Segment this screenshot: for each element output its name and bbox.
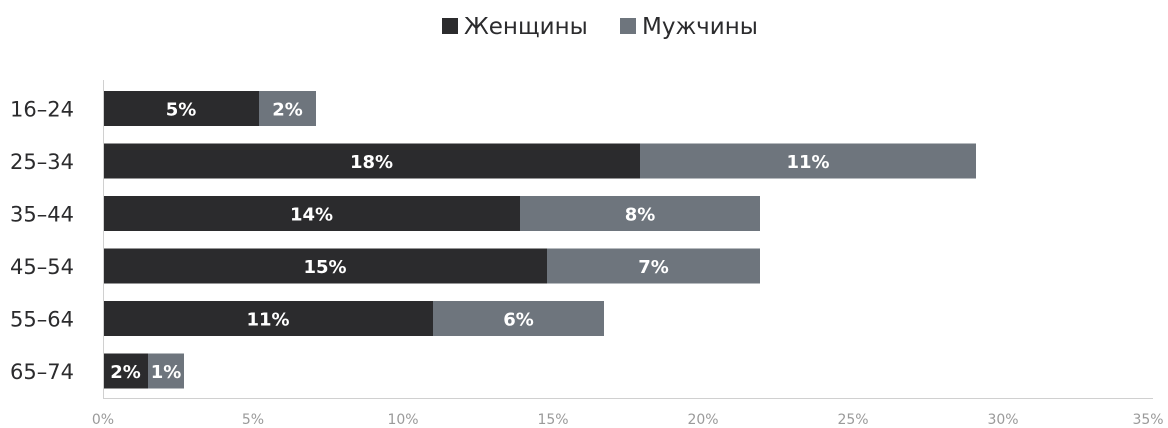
data-label: 5% xyxy=(166,100,197,121)
data-label: 6% xyxy=(503,310,534,331)
legend: Женщины Мужчины xyxy=(442,14,758,40)
data-label: 11% xyxy=(246,310,289,331)
category-label: 65–74 xyxy=(10,360,74,384)
axes: 0% 5% 10% 15% 20% 25% 30% 35% xyxy=(92,80,1164,428)
data-label: 7% xyxy=(638,257,669,278)
data-label: 1% xyxy=(151,362,182,383)
category-label: 45–54 xyxy=(10,255,74,279)
data-label: 2% xyxy=(272,100,303,121)
legend-label-2: Мужчины xyxy=(642,14,758,40)
category-label: 35–44 xyxy=(10,203,74,227)
bar-men-0 xyxy=(259,91,316,126)
x-tick-label: 35% xyxy=(1132,412,1163,428)
x-tick-label: 10% xyxy=(387,412,418,428)
data-label: 14% xyxy=(290,205,333,226)
legend-label-1: Женщины xyxy=(464,14,588,40)
data-label: 8% xyxy=(625,205,656,226)
x-tick-label: 15% xyxy=(537,412,568,428)
x-tick-label: 20% xyxy=(687,412,718,428)
bar-women-4 xyxy=(103,301,433,336)
x-tick-label: 5% xyxy=(242,412,264,428)
data-label: 18% xyxy=(350,152,393,173)
bar-men-4 xyxy=(433,301,604,336)
x-tick-label: 0% xyxy=(92,412,114,428)
bar-men-3 xyxy=(547,248,760,284)
data-label: 15% xyxy=(303,257,346,278)
legend-swatch-1 xyxy=(442,18,458,34)
data-label: 11% xyxy=(786,152,829,173)
bar-women-3 xyxy=(103,248,547,284)
bar-men-5 xyxy=(148,353,184,389)
bar-men-2 xyxy=(520,196,760,231)
bar-men-1 xyxy=(640,143,976,179)
legend-swatch-2 xyxy=(620,18,636,34)
category-label: 16–24 xyxy=(10,98,74,122)
category-label: 55–64 xyxy=(10,308,74,332)
bar-women-2 xyxy=(103,196,520,231)
bar-women-5 xyxy=(103,353,148,389)
x-tick-label: 30% xyxy=(987,412,1018,428)
bar-women-1 xyxy=(103,143,640,179)
x-tick-label: 25% xyxy=(837,412,868,428)
category-label: 25–34 xyxy=(10,150,74,174)
bars: 16–24 5% 2% 25–34 18% 11% 35–44 14% 8% 45–54 15% 7%… xyxy=(10,91,976,389)
bar-women-0 xyxy=(103,91,259,126)
data-label: 2% xyxy=(110,362,141,383)
